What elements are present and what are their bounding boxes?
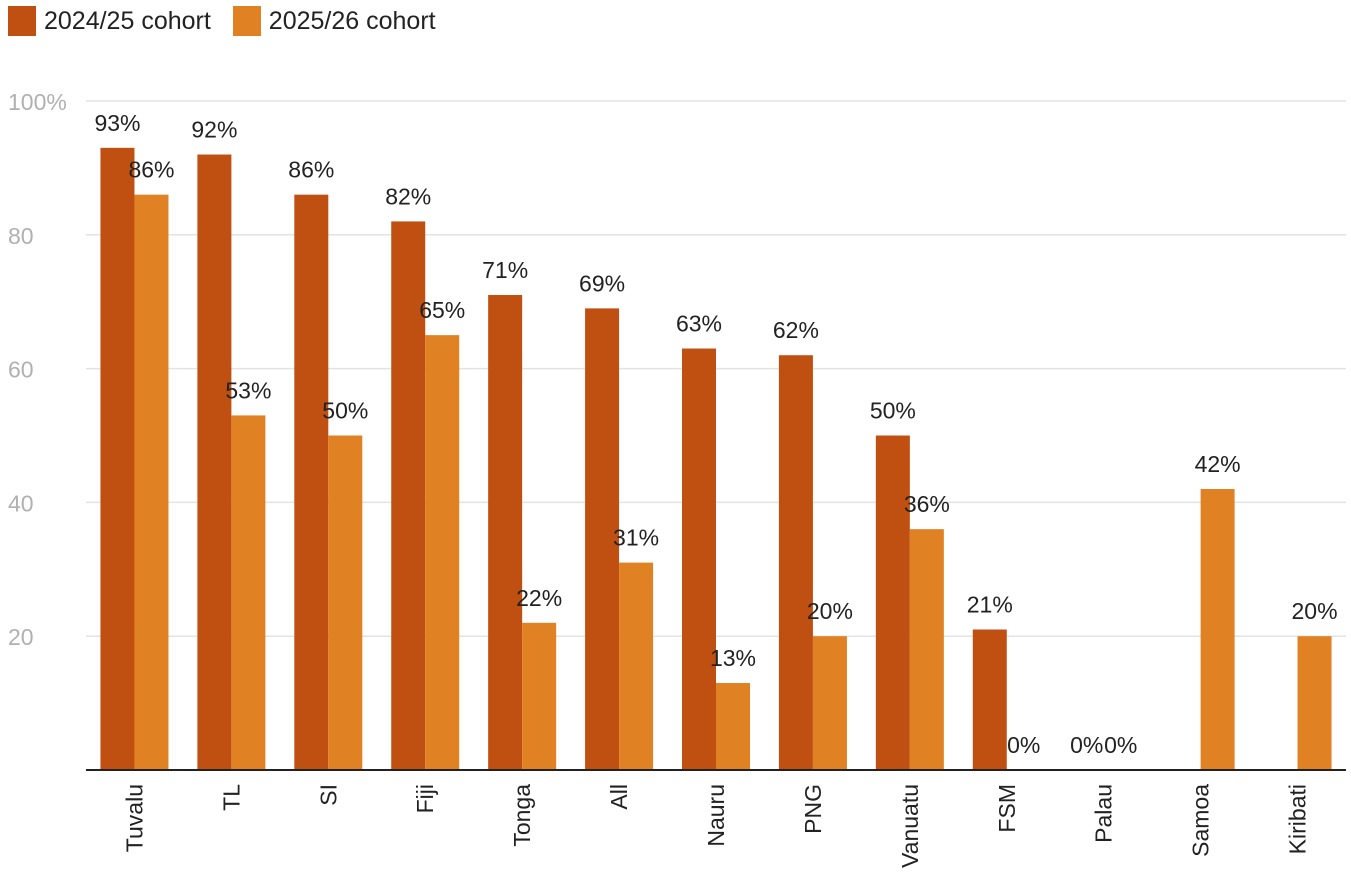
x-tick-label: Samoa [1188,784,1214,857]
bar-series-1 [778,355,813,770]
data-label-series-2: 65% [419,297,465,323]
bar-series-1 [197,154,232,770]
data-label-series-2: 31% [613,525,659,551]
bar-series-1 [875,435,910,770]
data-label-series-1: 62% [773,317,819,343]
bar-series-1 [391,221,426,771]
y-tick-label: 40 [8,490,34,516]
x-tick-label: Vanuatu [897,784,923,868]
bar-series-1 [682,348,716,770]
legend-swatch-series-2 [232,6,261,36]
bar-series-1 [488,295,523,770]
bar-series-2 [812,636,847,770]
data-label-series-2: 53% [225,377,271,403]
bar-series-1 [100,147,135,770]
x-tick-label: Nauru [703,784,729,847]
bar-series-2 [1297,636,1332,770]
data-label-series-1: 93% [94,110,140,136]
x-tick-label: Fiji [412,784,438,813]
legend-swatch-series-1 [8,6,36,36]
y-tick-label: 80 [8,223,34,249]
x-tick-label: All [606,784,632,810]
legend-item-series-2: 2025/26 cohort [232,6,436,36]
y-tick-label: 100% [8,89,67,115]
x-tick-label: Kiribati [1285,784,1311,854]
bar-series-2 [522,622,557,770]
data-label-series-1: 71% [482,257,528,283]
data-label-series-2: 20% [807,598,853,624]
bar-series-2 [716,683,750,770]
data-label-series-2: 22% [516,585,562,611]
x-tick-label: PNG [800,784,826,834]
x-tick-label: Palau [1091,784,1117,843]
data-label-series-1: 63% [676,311,722,337]
data-label-series-2: 0% [1007,732,1040,758]
data-label-series-1: 50% [870,398,916,424]
y-tick-label: 60 [8,357,34,383]
data-label-series-1: 82% [385,183,431,209]
x-tick-label: SI [315,784,341,806]
bar-series-1 [294,194,329,770]
bar-series-1 [585,308,620,770]
bar-series-2 [619,562,654,770]
legend-label-series-2: 2025/26 cohort [268,6,436,35]
data-label-series-2: 36% [904,491,950,517]
data-label-series-2: 13% [710,645,756,671]
data-label-series-2: 50% [322,398,368,424]
bar-series-2 [425,335,460,770]
x-tick-label: Tuvalu [121,784,147,852]
bar-series-1 [972,629,1007,770]
bar-series-2 [1200,489,1235,770]
data-label-series-2: 20% [1292,598,1338,624]
legend-label-series-1: 2024/25 cohort [44,6,211,35]
bar-series-2 [231,415,266,770]
data-label-series-1: 0% [1070,732,1103,758]
chart-legend: 2024/25 cohort 2025/26 cohort [8,6,458,36]
bar-series-2 [328,435,363,770]
data-label-series-2: 86% [128,157,174,183]
data-label-series-1: 86% [288,157,334,183]
data-label-series-1: 69% [579,270,625,296]
data-label-series-1: 92% [191,117,237,143]
data-label-series-1: 21% [967,592,1013,618]
bar-series-2 [134,194,169,770]
data-label-series-2: 0% [1104,732,1137,758]
legend-item-series-1: 2024/25 cohort [8,6,211,36]
data-label-series-2: 42% [1195,451,1241,477]
x-tick-label: FSM [994,784,1020,833]
x-tick-label: TL [218,784,244,811]
y-tick-label: 20 [8,624,34,650]
bar-series-2 [909,529,944,770]
x-tick-label: Tonga [509,784,535,847]
